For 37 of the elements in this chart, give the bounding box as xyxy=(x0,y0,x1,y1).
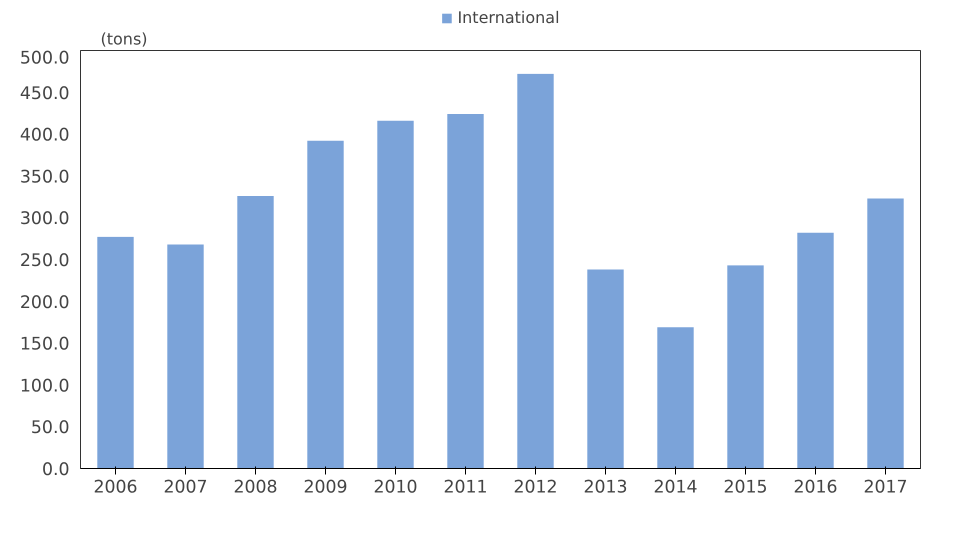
x-tick-label: 2006 xyxy=(93,478,138,498)
legend-label: International xyxy=(457,8,560,27)
bar xyxy=(587,270,624,468)
x-tick-label: 2012 xyxy=(513,478,558,498)
y-tick-label: 250.0 xyxy=(20,251,70,271)
x-tick-label: 2010 xyxy=(373,478,418,498)
bar xyxy=(167,244,204,468)
bar xyxy=(377,120,414,468)
y-tick-label: 50.0 xyxy=(30,418,70,438)
bar xyxy=(307,140,344,468)
x-tick-label: 2015 xyxy=(723,478,768,498)
x-tick-label: 2011 xyxy=(443,478,488,498)
y-tick-label: 300.0 xyxy=(20,209,70,230)
y-tick-label: 150.0 xyxy=(20,334,70,355)
x-tick-label: 2013 xyxy=(583,478,628,498)
x-tick-label: 2017 xyxy=(863,478,908,498)
y-tick-label: 350.0 xyxy=(20,167,70,188)
x-tick-label: 2009 xyxy=(303,478,348,498)
bar xyxy=(867,198,904,468)
y-tick-label: 450.0 xyxy=(20,84,70,104)
y-tick-label: 200.0 xyxy=(20,292,70,313)
y-tick-label: 100.0 xyxy=(20,376,70,396)
x-tick-label: 2016 xyxy=(793,478,838,498)
y-tick-label: 400.0 xyxy=(20,126,70,146)
bar xyxy=(237,196,274,468)
bar xyxy=(517,74,554,468)
x-tick-label: 2007 xyxy=(163,478,208,498)
x-tick-label: 2008 xyxy=(233,478,278,498)
bar xyxy=(657,327,694,468)
x-tick-label: 2014 xyxy=(653,478,698,498)
y-axis-title: (tons) xyxy=(100,30,148,48)
bar xyxy=(97,236,134,468)
y-tick-label: 0.0 xyxy=(42,460,70,480)
y-tick-label: 500.0 xyxy=(20,48,70,68)
bar xyxy=(727,265,764,468)
bar xyxy=(447,114,484,468)
bar xyxy=(797,232,834,468)
